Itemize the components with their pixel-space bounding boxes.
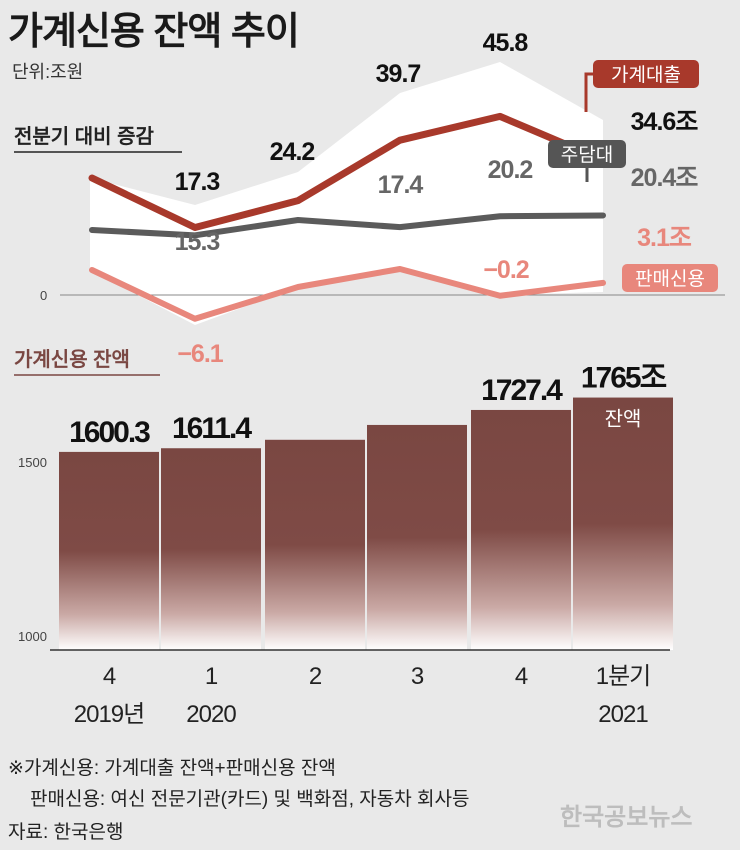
series-3-value-label: −6.1 <box>177 340 223 368</box>
legend-tag-3 <box>622 264 718 292</box>
series-2-value-label: 15.3 <box>175 228 220 256</box>
watermark: 한국공보뉴스 <box>560 804 692 831</box>
bar-value-label: 1611.4 <box>172 412 252 445</box>
bar-inner-label: 잔액 <box>605 408 642 431</box>
series-line-3 <box>89 266 606 322</box>
bar-value-label: 1600.3 <box>69 416 150 449</box>
series-1-value-label: 45.8 <box>483 29 529 57</box>
x-tick-label: 1분기 <box>596 663 651 690</box>
x-year-label: 2019년 <box>74 701 144 728</box>
x-year-label: 2021 <box>598 701 648 728</box>
bar <box>265 439 365 650</box>
x-tick-label: 2 <box>309 663 322 690</box>
note-line-2: 판매신용: 여신 전문기관(카드) 및 백화점, 자동차 회사등 <box>30 788 469 810</box>
series-1-value-label: 24.2 <box>270 138 315 166</box>
bar-value-label: 1727.4 <box>481 374 563 407</box>
line-chart-subtitle: 전분기 대비 증감 <box>14 125 155 148</box>
zero-tick-label: 0 <box>40 288 47 303</box>
series-3-value-label: 3.1조 <box>637 224 692 252</box>
legend-label-1: 가계대출 <box>611 64 681 86</box>
series-2-value-label: 20.2 <box>488 156 533 184</box>
series-1-value-label: 39.7 <box>376 60 421 88</box>
series-2-value-label: 20.4조 <box>631 164 699 192</box>
bar <box>573 397 673 650</box>
bar <box>59 451 159 650</box>
bar <box>367 424 467 650</box>
page-title: 가계신용 잔액 추이 <box>8 11 299 53</box>
legend-label-2: 주담대 <box>561 144 613 166</box>
bar-chart-subtitle: 가계신용 잔액 <box>14 348 130 371</box>
legend-label-3: 판매신용 <box>635 268 705 290</box>
x-tick-label: 4 <box>515 663 528 690</box>
bar <box>161 448 261 650</box>
bar-value-label: 1765조 <box>581 362 667 395</box>
x-tick-label: 4 <box>103 663 116 690</box>
bar <box>471 409 571 650</box>
unit-label: 단위:조원 <box>12 62 83 82</box>
line-chart: 0 <box>40 62 725 325</box>
legend-tag-2 <box>548 140 626 168</box>
y-tick-1500: 1500 <box>18 455 47 470</box>
legend-tag-1 <box>593 60 699 88</box>
x-tick-label: 3 <box>411 663 424 690</box>
series-2-value-label: 17.4 <box>378 171 424 199</box>
source-label: 자료: 한국은행 <box>8 821 123 843</box>
y-tick-1000: 1000 <box>18 629 47 644</box>
x-tick-label: 1 <box>205 663 218 690</box>
series-3-value-label: −0.2 <box>483 256 528 284</box>
series-line-2 <box>89 212 606 239</box>
series-1-value-label: 34.6조 <box>631 108 699 136</box>
line-chart-band <box>90 62 603 325</box>
x-year-label: 2020 <box>186 701 236 728</box>
note-line-1: ※가계신용: 가계대출 잔액+판매신용 잔액 <box>8 757 336 779</box>
series-line-1 <box>88 112 607 232</box>
series-1-value-label: 17.3 <box>175 168 220 196</box>
